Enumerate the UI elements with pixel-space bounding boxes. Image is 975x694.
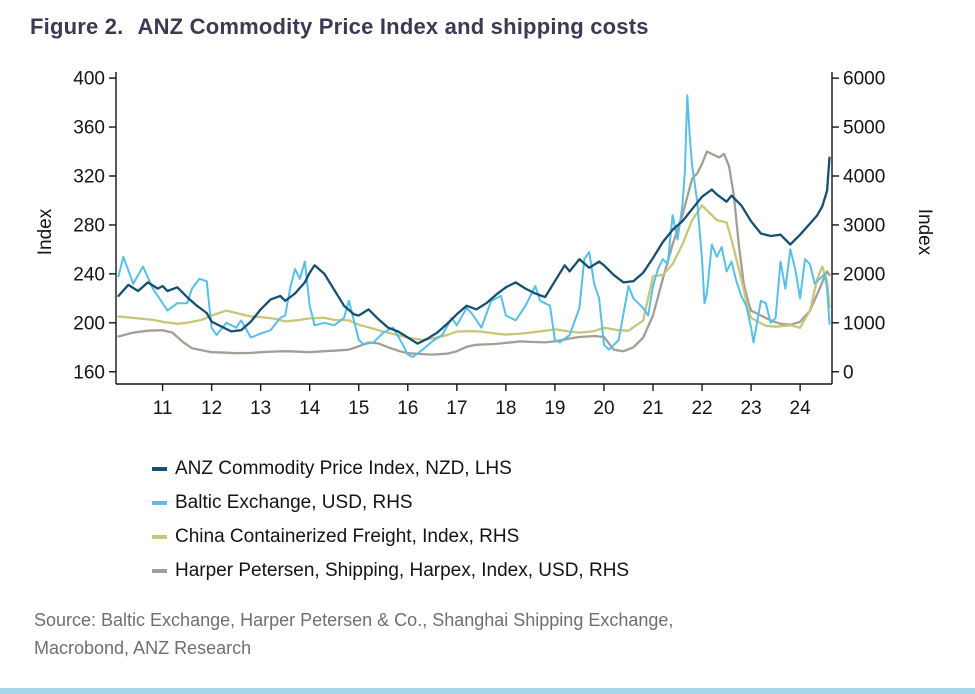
legend-swatch-baltic (152, 501, 167, 505)
svg-text:24: 24 (790, 398, 812, 419)
svg-text:15: 15 (348, 398, 369, 419)
legend-swatch-anz (152, 467, 167, 471)
svg-text:3000: 3000 (843, 215, 885, 236)
svg-text:18: 18 (495, 398, 516, 419)
svg-text:20: 20 (593, 398, 614, 419)
legend-item-china-freight: China Containerized Freight, Index, RHS (152, 520, 629, 554)
source-text: Source: Baltic Exchange, Harper Petersen… (34, 606, 673, 662)
svg-text:21: 21 (642, 398, 663, 419)
legend-label-baltic: Baltic Exchange, USD, RHS (175, 492, 413, 513)
svg-text:14: 14 (299, 398, 321, 419)
legend-item-harpex: Harper Petersen, Shipping, Harpex, Index… (152, 554, 629, 588)
legend-swatch-china-freight (152, 535, 167, 539)
legend-item-anz: ANZ Commodity Price Index, NZD, LHS (152, 452, 629, 486)
chart-area: 160 200 240 280 320 360 400 0 1000 2000 3000 4000 50… (60, 58, 905, 438)
right-axis-title: Index (914, 208, 935, 256)
legend-label-china-freight: China Containerized Freight, Index, RHS (175, 526, 520, 547)
svg-text:200: 200 (73, 313, 105, 334)
legend-swatch-harpex (152, 569, 167, 573)
svg-text:5000: 5000 (843, 118, 885, 139)
svg-text:4000: 4000 (843, 167, 885, 188)
svg-text:160: 160 (73, 362, 105, 383)
svg-text:19: 19 (544, 398, 565, 419)
svg-text:1000: 1000 (843, 313, 885, 334)
svg-text:400: 400 (73, 69, 105, 90)
left-axis-title: Index (35, 208, 56, 256)
svg-text:13: 13 (250, 398, 271, 419)
svg-text:360: 360 (73, 118, 105, 139)
figure-title-text: ANZ Commodity Price Index and shipping c… (137, 14, 649, 39)
bottom-accent-bar (0, 688, 975, 694)
figure-title: Figure 2. ANZ Commodity Price Index and s… (30, 14, 649, 40)
svg-text:22: 22 (691, 398, 712, 419)
svg-text:12: 12 (201, 398, 222, 419)
chart-svg: 1602002402803203604000100020003000400050… (73, 69, 885, 419)
svg-text:320: 320 (73, 167, 105, 188)
source-line-2: Macrobond, ANZ Research (34, 638, 252, 658)
source-line-1: Source: Baltic Exchange, Harper Petersen… (34, 610, 674, 630)
legend-item-baltic: Baltic Exchange, USD, RHS (152, 486, 629, 520)
chart-legend: ANZ Commodity Price Index, NZD, LHS Balt… (152, 452, 629, 588)
svg-text:280: 280 (73, 215, 105, 236)
figure-number: Figure 2. (30, 14, 124, 39)
svg-text:2000: 2000 (843, 264, 885, 285)
svg-text:0: 0 (843, 362, 854, 383)
svg-text:17: 17 (446, 398, 467, 419)
svg-text:6000: 6000 (843, 69, 885, 90)
svg-text:11: 11 (153, 398, 173, 419)
legend-label-harpex: Harper Petersen, Shipping, Harpex, Index… (175, 560, 630, 581)
svg-text:23: 23 (741, 398, 762, 419)
svg-text:240: 240 (73, 264, 105, 285)
svg-text:16: 16 (397, 398, 418, 419)
legend-label-anz: ANZ Commodity Price Index, NZD, LHS (175, 458, 512, 479)
